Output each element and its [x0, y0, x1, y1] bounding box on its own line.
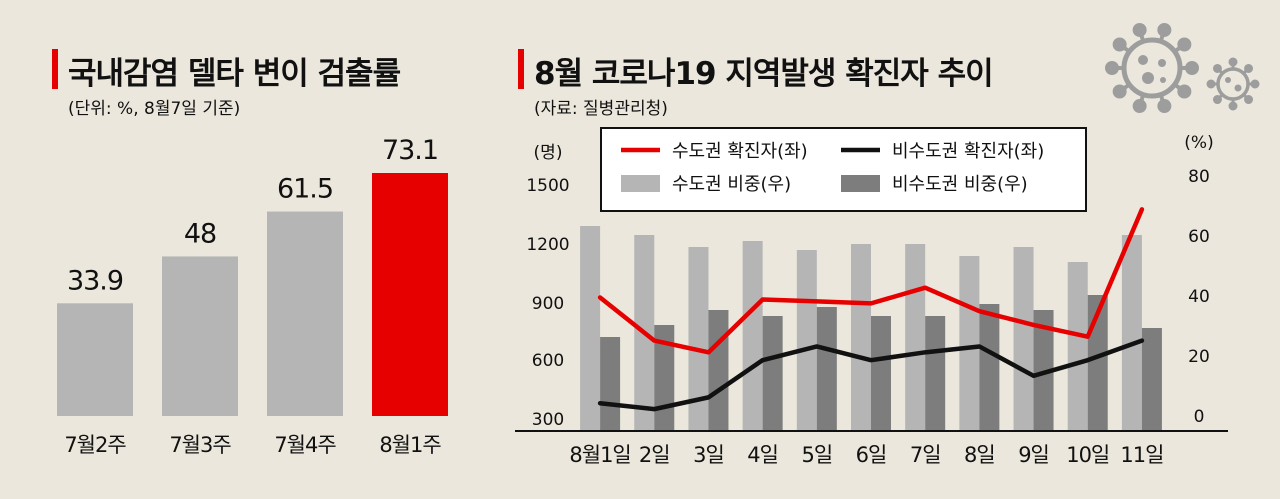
left-axis-tick: 600 [532, 351, 564, 371]
virus-spike-tip [1157, 22, 1172, 37]
bar-value-label: 73.1 [382, 135, 438, 166]
bar-value-label: 48 [184, 218, 216, 249]
left-axis-tick: 1200 [526, 235, 569, 255]
bar [267, 211, 343, 416]
bar-value-label: 61.5 [277, 174, 333, 205]
bar-nonmetro-share [600, 337, 621, 431]
bar-metro-share [1121, 235, 1142, 431]
virus-spike-tip [1185, 61, 1199, 75]
virus-spike-tip [1105, 61, 1119, 75]
left-axis-tick: 1500 [526, 176, 569, 196]
legend-swatch-metro-share [621, 175, 660, 192]
category-label: 11일 [1120, 443, 1163, 467]
line-metro-cases [597, 207, 1145, 355]
bar-metro-share [959, 256, 980, 431]
left-chart-title: 국내감염 델타 변이 검출률 [68, 56, 401, 92]
right-combo-chart: 1500 1200 900 600 300 (명) 80 60 40 20 0 (%) 8월1일 2일 3일… [515, 127, 1228, 467]
bar-metro-share [1067, 262, 1088, 431]
virus-spike-tip [1112, 84, 1127, 99]
left-axis-tick: 900 [532, 294, 564, 314]
left-chart-subtitle: (단위: %, 8월7일 기준) [68, 99, 241, 119]
category-label: 7월3주 [169, 433, 231, 457]
right-axis-tick: 20 [1188, 347, 1210, 367]
left-axis-unit: (명) [534, 143, 563, 163]
virus-icon [1206, 57, 1260, 111]
virus-spike-tip [1206, 79, 1216, 89]
title-accent-bar [518, 49, 524, 89]
category-label: 7월4주 [274, 433, 336, 457]
virus-spike-tip [1177, 84, 1192, 99]
bar-nonmetro-share [871, 316, 891, 431]
virus-spike-tip [1212, 95, 1222, 105]
category-label: 7월2주 [64, 433, 126, 457]
bar-metro-share [905, 244, 926, 431]
category-label: 8월1주 [379, 433, 441, 457]
category-label: 8일 [964, 443, 995, 467]
line-nonmetro-cases [597, 338, 1145, 412]
bar-value-label: 33.9 [67, 265, 123, 296]
bar [372, 173, 448, 416]
legend-label: 비수도권 확진자(좌) [892, 141, 1044, 162]
legend-label: 비수도권 비중(우) [892, 174, 1028, 195]
virus-spike-tip [1177, 37, 1192, 52]
virus-spike-tip [1250, 79, 1260, 89]
right-axis-unit: (%) [1184, 133, 1213, 153]
category-label: 5일 [801, 443, 832, 467]
bar-nonmetro-share [1141, 328, 1162, 431]
right-chart-title: 8월 코로나19 지역발생 확진자 추이 [534, 56, 994, 92]
category-label: 2일 [639, 443, 670, 467]
bar-nonmetro-share [816, 307, 837, 431]
legend: 수도권 확진자(좌) 비수도권 확진자(좌) 수도권 비중(우) 비수도권 비중(우) [600, 127, 1087, 212]
bar-metro-share [742, 241, 763, 431]
legend-box [600, 127, 1087, 212]
bar-metro-share [796, 250, 817, 431]
right-axis-tick: 80 [1188, 167, 1210, 187]
bar-nonmetro-share [1033, 310, 1054, 431]
right-chart-subtitle: (자료: 질병관리청) [534, 99, 668, 119]
virus-spike-tip [1212, 63, 1222, 73]
left-bar-chart: 33.9 7월2주 48 7월3주 61.5 7월4주 73.1 8월1주 [57, 135, 448, 457]
virus-spike-tip [1228, 101, 1238, 111]
legend-label: 수도권 확진자(좌) [672, 141, 808, 162]
right-axis-tick: 40 [1188, 287, 1210, 307]
virus-spike-tip [1112, 37, 1127, 52]
bar-nonmetro-share [762, 316, 783, 431]
virus-spike-tip [1157, 99, 1172, 114]
bar-metro-share [1013, 247, 1034, 431]
bar [162, 256, 238, 416]
category-label: 8월1일 [569, 443, 630, 467]
category-label: 9일 [1018, 443, 1049, 467]
right-axis-tick: 60 [1188, 227, 1210, 247]
bar-nonmetro-share [925, 316, 946, 431]
bar-metro-share [688, 247, 709, 431]
category-label: 7일 [910, 443, 941, 467]
right-axis-tick: 0 [1194, 407, 1205, 427]
bar-nonmetro-share [979, 304, 1000, 431]
virus-spike-tip [1244, 95, 1254, 105]
legend-swatch-nonmetro-share [841, 175, 880, 192]
virus-spike-tip [1228, 57, 1238, 67]
bar-nonmetro-share [708, 310, 729, 431]
category-label: 6일 [856, 443, 887, 467]
virus-spike-tip [1132, 99, 1147, 114]
legend-label: 수도권 비중(우) [672, 174, 791, 195]
virus-icon [1105, 22, 1199, 114]
left-axis-tick: 300 [532, 410, 564, 430]
bar-metro-share [851, 244, 871, 431]
virus-spike-tip [1132, 22, 1147, 37]
category-label: 4일 [747, 443, 778, 467]
category-label: 10일 [1066, 443, 1109, 467]
virus-spike-tip [1244, 63, 1254, 73]
bar-metro-share [580, 226, 601, 431]
bar [57, 303, 133, 416]
title-accent-bar [52, 49, 58, 89]
category-label: 3일 [693, 443, 724, 467]
